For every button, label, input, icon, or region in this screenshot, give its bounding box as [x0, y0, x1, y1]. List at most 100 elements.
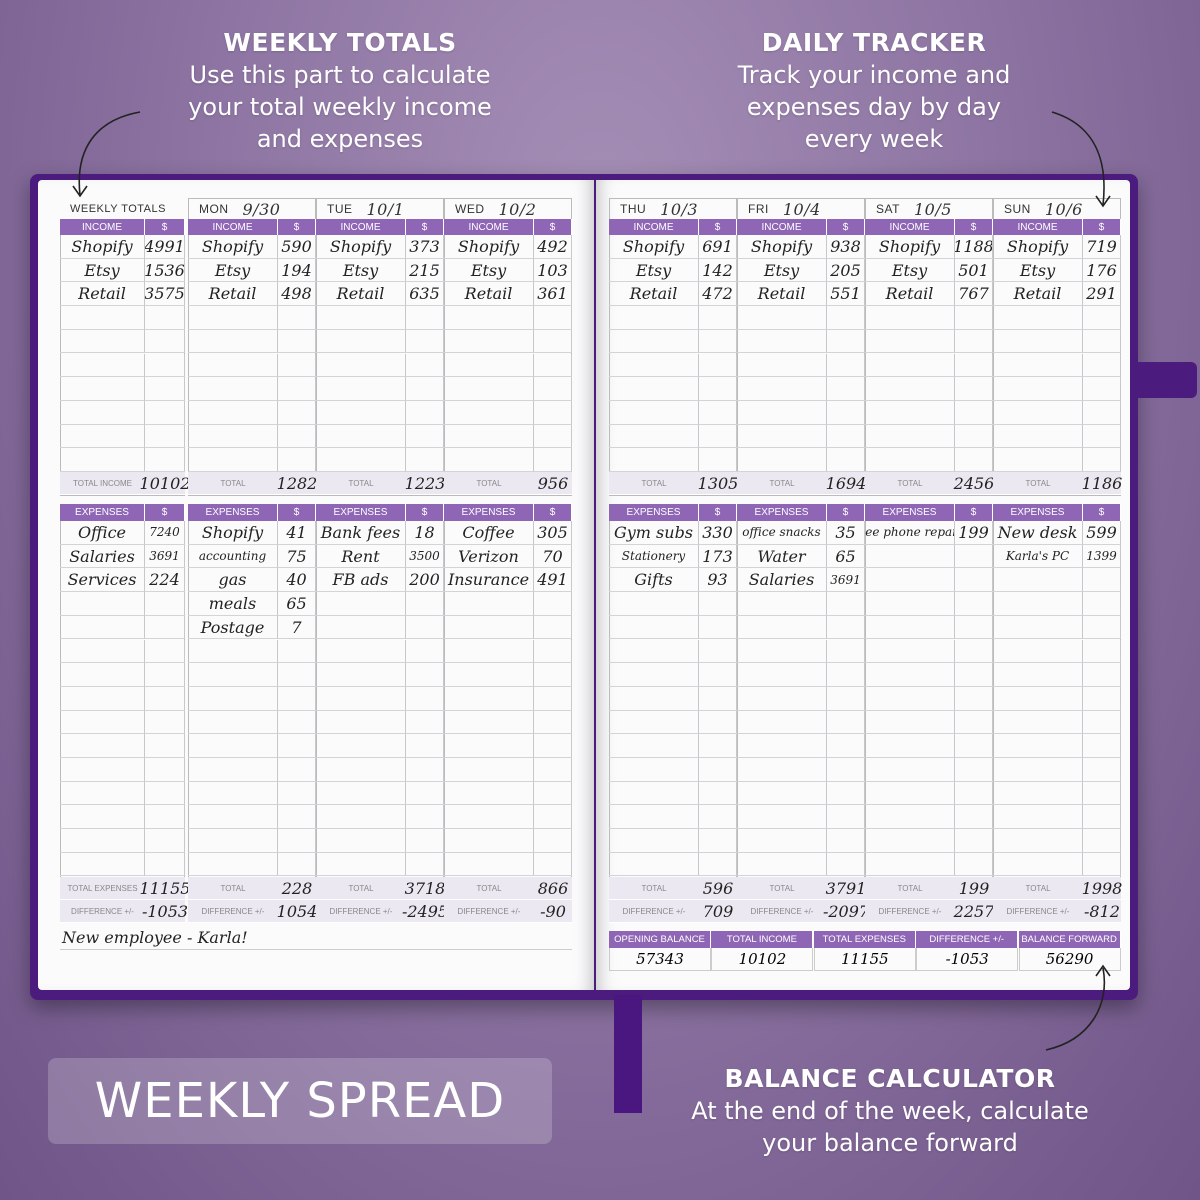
expense-amount[interactable]: 65 [278, 592, 316, 616]
expense-amount[interactable] [406, 592, 444, 616]
income-item[interactable] [609, 448, 699, 472]
expense-item[interactable] [993, 805, 1083, 830]
expense-item[interactable] [316, 615, 406, 640]
expense-item[interactable]: Salaries [60, 544, 145, 569]
expense-item[interactable] [444, 734, 534, 758]
income-item[interactable]: Shopify [737, 235, 827, 259]
difference-value[interactable]: -2495 [402, 900, 448, 923]
expense-item[interactable] [316, 805, 406, 830]
expense-amount[interactable] [1083, 734, 1121, 758]
expense-amount[interactable] [1083, 829, 1121, 853]
expenses-total-value[interactable]: 199 [955, 877, 993, 900]
expense-amount[interactable] [534, 758, 572, 782]
expense-item[interactable] [444, 615, 534, 640]
expense-amount[interactable] [699, 663, 737, 687]
expense-amount[interactable] [534, 592, 572, 616]
expense-amount[interactable] [534, 805, 572, 830]
expense-amount[interactable] [699, 615, 737, 640]
income-amount[interactable]: 103 [534, 258, 572, 283]
expense-amount[interactable] [406, 829, 444, 853]
income-amount[interactable]: 691 [699, 235, 737, 259]
income-item[interactable]: Shopify [444, 235, 534, 259]
expense-item[interactable] [993, 852, 1083, 877]
expense-amount[interactable] [955, 568, 993, 593]
expense-amount[interactable] [955, 805, 993, 830]
income-total-value[interactable]: 1186 [1082, 472, 1122, 495]
expense-item[interactable] [865, 544, 955, 569]
expense-item[interactable] [865, 829, 955, 853]
expense-amount[interactable] [145, 805, 185, 830]
expense-item[interactable] [188, 639, 278, 664]
income-amount[interactable] [145, 448, 185, 472]
income-item[interactable] [993, 400, 1083, 425]
expense-item[interactable]: Karla's PC [993, 544, 1083, 569]
expense-amount[interactable] [145, 758, 185, 782]
expense-item[interactable] [444, 829, 534, 853]
income-amount[interactable] [699, 377, 737, 401]
income-amount[interactable] [955, 400, 993, 425]
income-amount[interactable] [406, 329, 444, 354]
expense-item[interactable] [316, 663, 406, 687]
expense-amount[interactable]: 1399 [1083, 544, 1121, 569]
income-item[interactable]: Retail [609, 282, 699, 307]
income-amount[interactable] [827, 377, 865, 401]
income-item[interactable]: Retail [316, 282, 406, 307]
expense-amount[interactable] [406, 663, 444, 687]
expense-item[interactable] [993, 710, 1083, 735]
expense-item[interactable] [609, 686, 699, 711]
income-item[interactable]: Etsy [316, 258, 406, 283]
income-item[interactable]: Etsy [444, 258, 534, 283]
expense-amount[interactable]: 93 [699, 568, 737, 593]
income-total-value[interactable]: 1282 [277, 472, 317, 495]
expense-amount[interactable] [278, 663, 316, 687]
difference-value[interactable]: 2257 [954, 900, 994, 923]
expense-item[interactable] [865, 852, 955, 877]
income-amount[interactable]: 551 [827, 282, 865, 307]
expense-item[interactable] [865, 781, 955, 806]
income-amount[interactable] [145, 306, 185, 330]
expense-item[interactable] [444, 686, 534, 711]
expense-item[interactable] [60, 781, 145, 806]
expense-amount[interactable] [406, 805, 444, 830]
expense-item[interactable] [60, 592, 145, 616]
income-amount[interactable] [278, 329, 316, 354]
income-item[interactable] [444, 424, 534, 449]
expense-item[interactable] [737, 758, 827, 782]
income-item[interactable] [188, 424, 278, 449]
expense-item[interactable] [609, 639, 699, 664]
expense-item[interactable] [60, 615, 145, 640]
income-amount[interactable] [955, 448, 993, 472]
expense-item[interactable] [188, 805, 278, 830]
difference-value[interactable]: -2097 [823, 900, 869, 923]
income-amount[interactable] [406, 400, 444, 425]
expense-amount[interactable] [278, 758, 316, 782]
expense-item[interactable]: Verizon [444, 544, 534, 569]
income-item[interactable] [993, 329, 1083, 354]
expense-amount[interactable]: 40 [278, 568, 316, 593]
income-amount[interactable] [406, 353, 444, 378]
expense-item[interactable] [188, 781, 278, 806]
income-amount[interactable]: 498 [278, 282, 316, 307]
expense-amount[interactable] [827, 734, 865, 758]
expense-amount[interactable] [534, 734, 572, 758]
income-item[interactable] [737, 377, 827, 401]
income-item[interactable]: Etsy [188, 258, 278, 283]
expenses-total-value[interactable]: 228 [278, 877, 316, 900]
income-item[interactable] [444, 377, 534, 401]
expense-amount[interactable] [827, 710, 865, 735]
expense-amount[interactable] [1083, 639, 1121, 664]
expense-amount[interactable] [145, 829, 185, 853]
expense-amount[interactable]: 305 [534, 521, 572, 545]
income-amount[interactable] [1083, 377, 1121, 401]
expense-item[interactable]: Coffee [444, 521, 534, 545]
expense-item[interactable] [865, 615, 955, 640]
expense-item[interactable] [609, 734, 699, 758]
expense-amount[interactable] [827, 805, 865, 830]
income-amount[interactable] [827, 353, 865, 378]
expense-item[interactable] [316, 686, 406, 711]
expense-item[interactable] [188, 852, 278, 877]
expense-amount[interactable] [955, 781, 993, 806]
expense-item[interactable] [865, 758, 955, 782]
expense-item[interactable] [993, 592, 1083, 616]
expense-item[interactable] [188, 758, 278, 782]
